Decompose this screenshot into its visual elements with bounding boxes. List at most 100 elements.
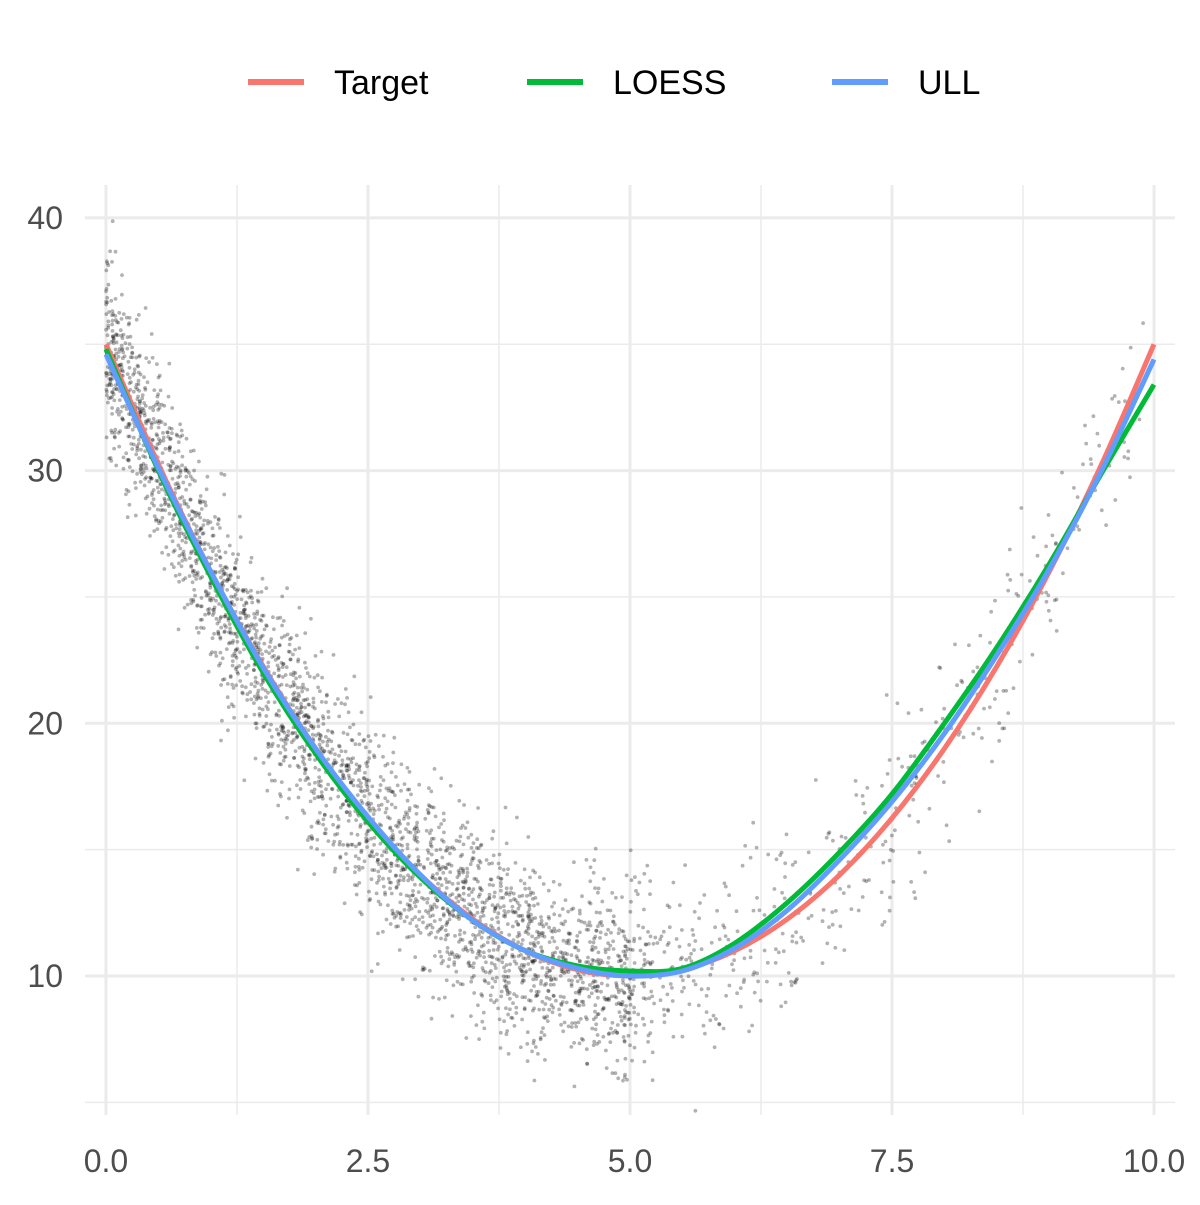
scatter-point (177, 572, 182, 577)
scatter-point (936, 774, 940, 778)
scatter-point (238, 679, 243, 683)
scatter-point (369, 836, 374, 841)
scatter-point (281, 619, 286, 623)
scatter-point (242, 647, 246, 652)
scatter-point (248, 560, 253, 565)
scatter-point (299, 685, 304, 690)
scatter-point (441, 839, 446, 844)
scatter-point (490, 985, 495, 989)
scatter-point (339, 763, 344, 768)
scatter-point (491, 941, 496, 945)
scatter-point (303, 720, 308, 725)
scatter-point (358, 910, 362, 914)
scatter-point (116, 320, 121, 325)
scatter-point (553, 950, 558, 955)
scatter-point (692, 948, 696, 952)
scatter-point (592, 979, 596, 983)
scatter-point (107, 396, 111, 401)
scatter-point (546, 888, 551, 893)
scatter-point (192, 587, 197, 592)
scatter-point (224, 565, 228, 569)
scatter-point (436, 863, 441, 867)
scatter-point (206, 612, 211, 616)
scatter-point (480, 930, 485, 935)
scatter-point (108, 456, 113, 460)
scatter-point (482, 1026, 487, 1031)
scatter-point (349, 760, 354, 765)
scatter-point (620, 1000, 625, 1004)
scatter-point (391, 837, 396, 842)
scatter-point (296, 795, 301, 800)
scatter-point (504, 986, 509, 990)
scatter-point (234, 647, 239, 652)
scatter-point (226, 618, 231, 623)
scatter-point (622, 1014, 627, 1018)
scatter-point (337, 753, 341, 758)
scatter-point (612, 994, 617, 999)
scatter-point (573, 1021, 578, 1025)
scatter-point (471, 933, 475, 937)
scatter-point (260, 613, 264, 618)
scatter-point (584, 927, 589, 932)
scatter-point (585, 1017, 589, 1022)
scatter-point (293, 647, 297, 652)
scatter-point (748, 855, 753, 860)
scatter-point (532, 1078, 537, 1083)
scatter-point (605, 908, 610, 913)
scatter-point (476, 806, 480, 810)
scatter-point (315, 847, 319, 851)
scatter-point (578, 974, 583, 979)
scatter-point (544, 981, 548, 986)
scatter-point (721, 923, 726, 928)
scatter-point (994, 689, 999, 693)
scatter-point (218, 661, 223, 666)
scatter-point (491, 883, 495, 888)
scatter-point (997, 721, 1002, 725)
scatter-point (138, 353, 142, 358)
scatter-point (402, 919, 407, 924)
scatter-point (325, 692, 329, 697)
scatter-point (219, 738, 223, 743)
scatter-point (502, 909, 507, 913)
scatter-point (369, 801, 374, 806)
scatter-point (516, 931, 521, 935)
scatter-point (541, 1007, 546, 1012)
scatter-point (317, 821, 321, 826)
scatter-point (577, 959, 582, 964)
scatter-point (265, 788, 270, 793)
scatter-point (394, 924, 398, 929)
scatter-point (469, 942, 474, 947)
scatter-point (813, 778, 818, 782)
scatter-point (258, 617, 262, 622)
scatter-point (722, 881, 727, 886)
scatter-point (206, 555, 211, 560)
scatter-point (479, 944, 484, 949)
scatter-point (923, 870, 927, 875)
scatter-point (120, 404, 125, 409)
scatter-point (606, 955, 611, 960)
scatter-point (447, 952, 452, 957)
scatter-point (616, 931, 621, 936)
scatter-point (225, 577, 230, 582)
scatter-point (545, 970, 550, 975)
scatter-point (395, 910, 400, 914)
scatter-point (357, 867, 362, 872)
scatter-point (207, 607, 212, 611)
scatter-point (881, 842, 885, 847)
scatter-point (616, 953, 620, 958)
scatter-point (143, 306, 148, 310)
scatter-point (503, 912, 508, 916)
scatter-point (365, 759, 370, 764)
scatter-point (324, 693, 329, 698)
scatter-point (315, 820, 319, 825)
scatter-point (472, 991, 477, 995)
scatter-point (340, 803, 345, 807)
scatter-point (480, 966, 485, 970)
scatter-point (987, 705, 992, 710)
scatter-point (476, 951, 480, 956)
scatter-point (699, 987, 704, 992)
scatter-point (309, 723, 313, 728)
scatter-point (316, 724, 321, 729)
scatter-point (198, 618, 203, 622)
scatter-point (321, 722, 326, 726)
